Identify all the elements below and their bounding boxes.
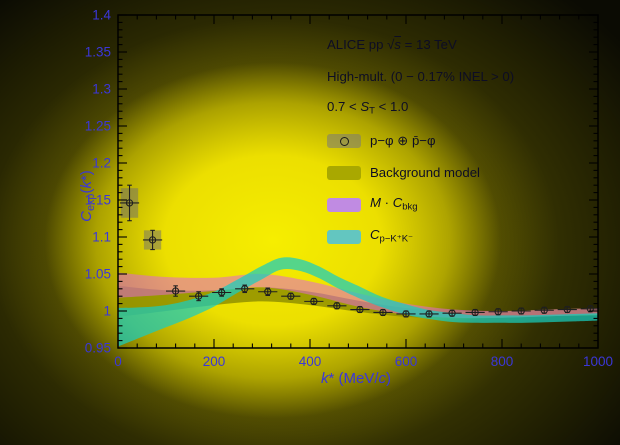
y-tick-label: 1.3: [92, 82, 111, 97]
legend-entry-c-pkk: Cp−K⁺K⁻: [327, 227, 514, 246]
y-tick-label: 1.1: [92, 230, 111, 245]
legend-entry-background-model: Background model: [327, 164, 514, 182]
data-point-marker: [287, 292, 295, 300]
y-tick-label: 1.2: [92, 156, 111, 171]
band-c-pkk: [118, 257, 598, 347]
plot-frame: [117, 14, 599, 349]
model-bands: [118, 257, 598, 347]
x-tick-label: 400: [299, 354, 322, 369]
data-point-marker: [425, 310, 433, 318]
m-cbkg-swatch: [327, 198, 361, 212]
c-pkk-swatch: [327, 230, 361, 244]
x-tick-label: 600: [395, 354, 418, 369]
legend: ALICE pp √s = 13 TeV High-mult. (0 − 0.1…: [327, 36, 514, 260]
data-point-marker: [241, 285, 249, 293]
y-tick-label: 1.4: [92, 8, 111, 23]
data-point-marker: [264, 288, 272, 296]
y-tick-label: 1: [103, 304, 111, 319]
data-points: [119, 184, 600, 318]
x-tick-label: 200: [203, 354, 226, 369]
data-point-marker: [171, 287, 180, 295]
data-point-marker: [494, 308, 502, 316]
x-axis-label: k* (MeV/c): [320, 370, 391, 387]
y-tick-label: 1.15: [85, 193, 111, 208]
data-point-marker: [402, 310, 410, 318]
data-point-marker: [471, 308, 479, 317]
data-point-marker: [218, 288, 226, 297]
x-tick-label: 1000: [583, 354, 613, 369]
y-tick-label: 1.05: [85, 267, 111, 282]
legend-line-alice: ALICE pp √s = 13 TeV: [327, 37, 457, 52]
tick-labels: 0 200 400 600 800 1000 0.95 1 1.05 1.1 1.15 1.2 1.25…: [85, 8, 613, 370]
x-tick-label: 0: [114, 354, 122, 369]
open-circle-marker-icon: [339, 136, 349, 146]
data-point-marker: [563, 305, 571, 314]
background-model-swatch: [327, 166, 361, 180]
legend-entry-m-cbkg: M · Cbkg: [327, 195, 514, 214]
y-tick-label: 0.95: [85, 341, 111, 356]
y-tick-label: 1.25: [85, 119, 111, 134]
axis-ticks: [117, 14, 599, 349]
data-point-marker: [148, 236, 157, 244]
data-point-marker: [379, 308, 387, 317]
legend-entry-data: p−φ ⊕ p̄−φ: [327, 132, 514, 150]
data-point-marker: [310, 297, 318, 306]
x-tick-label: 800: [491, 354, 514, 369]
data-point-marker: [125, 199, 134, 207]
data-point-marker: [194, 292, 203, 300]
legend-line-spherocity: 0.7 < ST < 1.0: [327, 98, 409, 117]
data-point-marker: [517, 307, 525, 315]
y-tick-label: 1.35: [85, 45, 111, 60]
data-marker-swatch: [327, 134, 361, 148]
legend-line-multiplicity: High-mult. (0 − 0.17% INEL > 0): [327, 69, 515, 84]
data-point-marker: [333, 302, 341, 310]
data-point-marker: [356, 305, 364, 314]
y-axis-label: Cexp(k*): [78, 170, 98, 222]
data-point-marker: [540, 306, 548, 314]
data-point-marker: [448, 309, 456, 317]
data-point-marker: [586, 305, 594, 313]
